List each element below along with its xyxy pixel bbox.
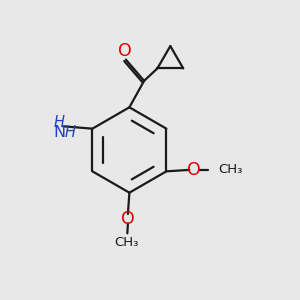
Text: CH₃: CH₃ xyxy=(218,163,243,176)
Text: O: O xyxy=(188,161,201,179)
Text: H: H xyxy=(64,125,75,140)
Text: O: O xyxy=(121,210,135,228)
Text: O: O xyxy=(118,42,131,60)
Text: CH₃: CH₃ xyxy=(115,236,139,249)
Text: H: H xyxy=(54,115,64,130)
Text: N: N xyxy=(54,125,66,140)
